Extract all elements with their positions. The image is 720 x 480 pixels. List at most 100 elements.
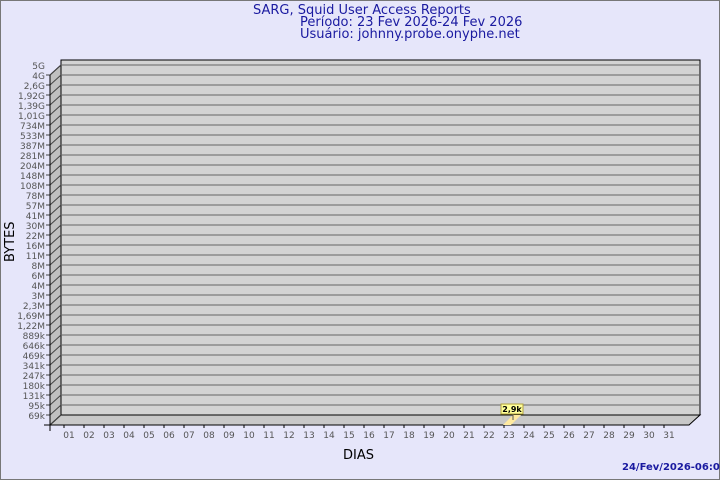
x-tick-label: 31 xyxy=(663,431,674,441)
x-tick-label: 14 xyxy=(323,431,335,441)
x-tick-label: 20 xyxy=(443,431,455,441)
gridline-side xyxy=(49,74,62,86)
y-tick-label: 3M xyxy=(32,292,46,302)
x-tick-label: 13 xyxy=(303,431,314,441)
x-tick-label: 09 xyxy=(223,431,235,441)
gridline-side xyxy=(49,314,62,326)
y-tick-label: 30M xyxy=(26,222,45,232)
gridline-side xyxy=(49,284,62,296)
x-tick-label: 24 xyxy=(523,431,535,441)
gridline-side xyxy=(49,344,62,356)
gridline-side xyxy=(49,414,62,426)
gridline-side xyxy=(49,394,62,406)
gridline-side xyxy=(49,84,62,96)
gridline-side xyxy=(49,224,62,236)
y-tick-label: 78M xyxy=(26,192,45,202)
x-tick-label: 21 xyxy=(463,431,474,441)
y-tick-label: 41M xyxy=(26,212,45,222)
y-tick-label: 2,6G xyxy=(24,82,45,92)
x-tick-label: 07 xyxy=(183,431,194,441)
x-tick-label: 22 xyxy=(483,431,494,441)
gridline-side xyxy=(49,264,62,276)
y-tick-label: 108M xyxy=(20,182,45,192)
plot-floor xyxy=(48,414,702,426)
gridline-side xyxy=(49,204,62,216)
gridline-side xyxy=(49,94,62,106)
x-tick-label: 01 xyxy=(63,431,74,441)
data-label-box xyxy=(500,403,524,415)
y-tick-label: 1,22M xyxy=(17,322,45,332)
gridline-side xyxy=(49,64,62,76)
gridline-side xyxy=(49,334,62,346)
gridline-side xyxy=(49,144,62,156)
gridline-side xyxy=(49,304,62,316)
period-text: Período: 23 Fev 2026-24 Fev 2026 xyxy=(300,15,523,30)
y-tick-label: 247k xyxy=(23,372,46,382)
bar-day-23 xyxy=(503,415,521,425)
gridline-side xyxy=(49,184,62,196)
y-tick-label: 533M xyxy=(20,132,45,142)
x-tick-label: 27 xyxy=(583,431,594,441)
x-tick-label: 29 xyxy=(623,431,635,441)
x-tick-label: 18 xyxy=(403,431,415,441)
y-tick-label: 22M xyxy=(26,232,45,242)
x-tick-label: 25 xyxy=(543,431,554,441)
gridline-side xyxy=(49,254,62,266)
y-tick-label: 341k xyxy=(23,362,46,372)
x-tick-label: 19 xyxy=(423,431,435,441)
gridline-side xyxy=(49,174,62,186)
y-tick-label: 1,39G xyxy=(18,102,45,112)
gridline-side xyxy=(49,234,62,246)
gridline-side xyxy=(49,114,62,126)
timestamp: 24/Fev/2026-06:00 xyxy=(622,462,720,473)
gridline-side xyxy=(49,194,62,206)
x-tick-label: 26 xyxy=(563,431,575,441)
gridline-side xyxy=(49,324,62,336)
x-tick-label: 12 xyxy=(283,431,294,441)
y-tick-label: 8M xyxy=(32,262,46,272)
y-tick-label: 4M xyxy=(32,282,46,292)
y-tick-label: 131k xyxy=(23,392,46,402)
y-tick-label: 387M xyxy=(20,142,45,152)
y-tick-label: 148M xyxy=(20,172,45,182)
x-tick-label: 16 xyxy=(363,431,375,441)
gridline-side xyxy=(49,374,62,386)
user-text: Usuário: johnny.probe.onyphe.net xyxy=(300,27,520,42)
y-tick-label: 11M xyxy=(26,252,45,262)
y-tick-label: 180k xyxy=(23,382,46,392)
gridline-side xyxy=(49,134,62,146)
x-tick-label: 02 xyxy=(83,431,94,441)
y-tick-label: 1,01G xyxy=(18,112,45,122)
y-tick-label: 281M xyxy=(20,152,45,162)
gridline-side xyxy=(49,274,62,286)
y-tick-label: 5G xyxy=(32,62,45,72)
gridline-side xyxy=(49,214,62,226)
plot-back-wall xyxy=(60,59,701,416)
gridline-side xyxy=(49,354,62,366)
y-tick-label: 69k xyxy=(28,412,45,422)
chart-title: SARG, Squid User Access Reports xyxy=(253,3,471,18)
y-tick-label: 734M xyxy=(20,122,45,132)
data-label: 2,9k xyxy=(502,405,522,414)
y-tick-label: 469k xyxy=(23,352,46,362)
x-tick-label: 06 xyxy=(163,431,175,441)
y-tick-label: 889k xyxy=(23,332,46,342)
x-axis-label: DIAS xyxy=(343,448,374,463)
x-tick-label: 05 xyxy=(143,431,154,441)
x-tick-label: 28 xyxy=(603,431,615,441)
y-tick-label: 2,3M xyxy=(23,302,45,312)
x-tick-label: 17 xyxy=(383,431,394,441)
gridline-side xyxy=(49,364,62,376)
x-tick-label: 04 xyxy=(123,431,135,441)
gridline-side xyxy=(49,104,62,116)
plot-side-wall xyxy=(49,63,62,427)
gridline-side xyxy=(49,154,62,166)
x-tick-label: 11 xyxy=(263,431,274,441)
y-tick-label: 16M xyxy=(26,242,45,252)
y-tick-label: 1,92G xyxy=(18,92,45,102)
x-tick-label: 30 xyxy=(643,431,655,441)
gridline-side xyxy=(49,164,62,176)
gridline-side xyxy=(49,384,62,396)
y-tick-label: 95k xyxy=(28,402,45,412)
